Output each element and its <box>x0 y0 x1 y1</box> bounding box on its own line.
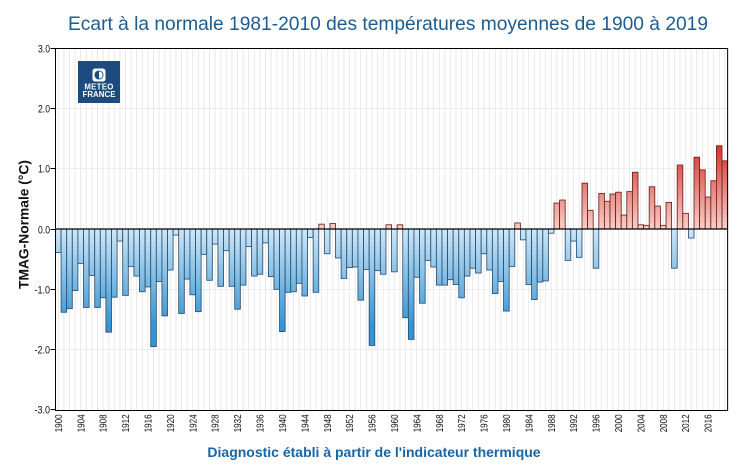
svg-text:-1.0: -1.0 <box>35 284 51 296</box>
svg-text:1976: 1976 <box>480 414 491 432</box>
svg-text:1904: 1904 <box>76 414 87 432</box>
svg-text:2000: 2000 <box>614 414 625 432</box>
svg-text:1992: 1992 <box>569 414 580 432</box>
svg-text:FRANCE: FRANCE <box>82 90 115 99</box>
svg-text:1960: 1960 <box>390 414 401 432</box>
svg-text:1936: 1936 <box>256 414 267 432</box>
svg-text:METEO: METEO <box>84 82 113 91</box>
svg-text:2012: 2012 <box>681 414 692 432</box>
svg-text:1928: 1928 <box>211 414 222 432</box>
svg-text:1908: 1908 <box>99 414 110 432</box>
svg-text:1968: 1968 <box>435 414 446 432</box>
svg-text:1952: 1952 <box>345 414 356 432</box>
svg-text:1912: 1912 <box>121 414 132 432</box>
svg-text:1916: 1916 <box>144 414 155 432</box>
svg-text:1.0: 1.0 <box>38 163 50 175</box>
svg-text:-2.0: -2.0 <box>35 344 51 356</box>
svg-text:1956: 1956 <box>368 414 379 432</box>
svg-text:1988: 1988 <box>547 414 558 432</box>
svg-text:1924: 1924 <box>188 414 199 432</box>
svg-text:1964: 1964 <box>412 414 423 432</box>
svg-text:-3.0: -3.0 <box>35 404 51 416</box>
svg-text:1972: 1972 <box>457 414 468 432</box>
svg-text:2.0: 2.0 <box>38 103 50 115</box>
svg-text:2008: 2008 <box>659 414 670 432</box>
svg-text:1996: 1996 <box>592 414 603 432</box>
svg-text:1900: 1900 <box>54 414 65 432</box>
svg-text:1980: 1980 <box>502 414 513 432</box>
svg-text:1944: 1944 <box>300 414 311 432</box>
svg-text:2004: 2004 <box>636 414 647 432</box>
svg-text:2016: 2016 <box>704 414 715 432</box>
svg-text:1940: 1940 <box>278 414 289 432</box>
svg-text:0.0: 0.0 <box>38 224 50 236</box>
svg-text:1984: 1984 <box>524 414 535 432</box>
svg-text:TMAG-Normale (°C): TMAG-Normale (°C) <box>16 160 31 289</box>
svg-text:1932: 1932 <box>233 414 244 432</box>
svg-text:Ecart à la normale 1981-2010 d: Ecart à la normale 1981-2010 des tempéra… <box>68 14 708 35</box>
svg-text:1920: 1920 <box>166 414 177 432</box>
svg-text:Diagnostic établi à partir de: Diagnostic établi à partir de l'indicate… <box>207 444 540 460</box>
svg-text:1948: 1948 <box>323 414 334 432</box>
svg-text:3.0: 3.0 <box>38 43 50 55</box>
